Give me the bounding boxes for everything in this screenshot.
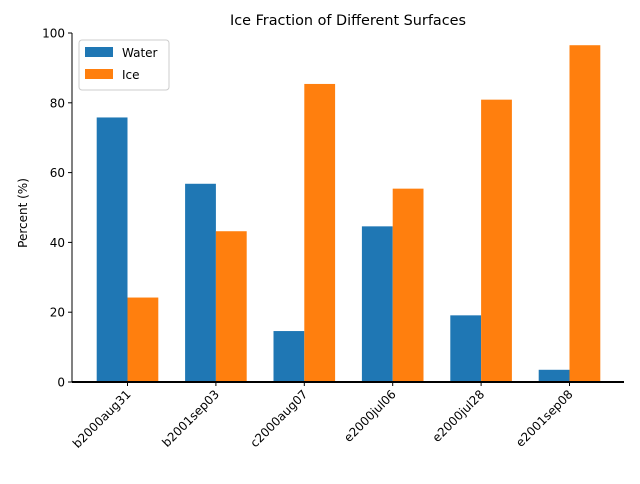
y-tick-label: 0 [57,376,65,390]
bars-group [96,45,601,383]
bar-water-e2000jul06 [361,226,393,382]
chart-title: Ice Fraction of Different Surfaces [230,13,466,29]
bar-ice-c2000aug07 [304,83,336,382]
bar-water-c2000aug07 [273,331,305,382]
x-tick-label: e2000jul06 [341,387,399,445]
x-tick-label: e2000jul28 [430,387,488,445]
bar-ice-e2001sep08 [569,45,601,382]
legend: Water Ice [78,39,170,91]
bar-water-b2001sep03 [185,183,216,382]
y-tick-label: 40 [50,236,65,250]
legend-label-ice: Ice [122,68,140,82]
y-tick-label: 20 [50,306,65,320]
y-tick-label: 100 [42,27,65,41]
x-tick-label: b2001sep03 [159,387,222,450]
legend-swatch-water [85,47,113,57]
y-tick-label: 80 [50,96,65,110]
x-tick-label: b2000aug31 [70,387,134,451]
bar-water-e2000jul28 [450,315,482,382]
bar-ice-e2000jul06 [392,188,424,382]
legend-label-water: Water [122,46,158,60]
bar-water-e2001sep08 [538,369,570,382]
bar-water-b2000aug31 [96,117,128,383]
legend-swatch-ice [85,69,113,79]
x-tick-label: c2000aug07 [247,387,310,450]
bar-ice-b2000aug31 [127,297,159,382]
bar-ice-b2001sep03 [215,231,247,382]
y-axis-label: Percent (%) [16,178,30,248]
y-tick-label: 60 [50,166,65,180]
bar-ice-e2000jul28 [481,99,512,382]
x-tick-label: e2001sep08 [513,387,576,450]
